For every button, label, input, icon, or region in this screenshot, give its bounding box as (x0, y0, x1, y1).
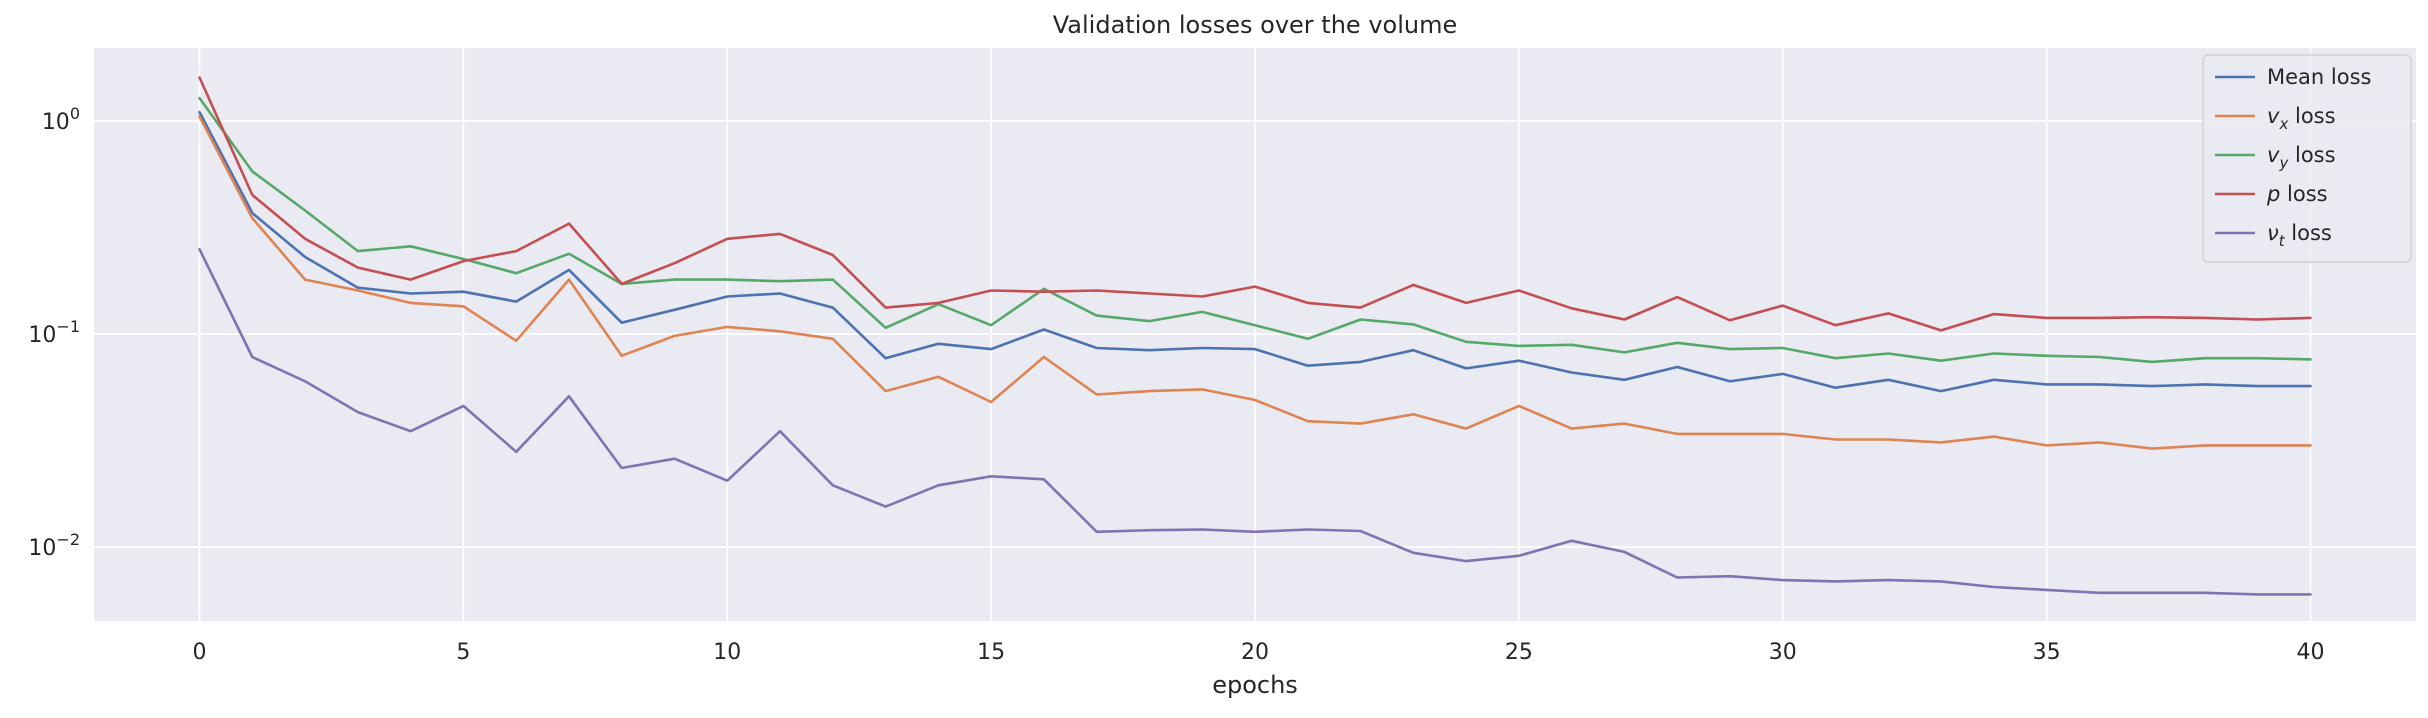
x-tick-label: 25 (1505, 640, 1533, 665)
legend-symbol: v (2267, 104, 2280, 128)
series-line-mean-loss (198, 110, 2312, 393)
legend-subscript: y (2278, 154, 2289, 172)
y-tick-label: 10−2 (28, 530, 80, 561)
x-tick-label: 10 (713, 640, 741, 665)
legend-subscript: t (2279, 232, 2286, 250)
legend-label: νt loss (2267, 221, 2332, 250)
legend-subscript: x (2278, 115, 2288, 133)
x-tick-label: 35 (2033, 640, 2061, 665)
legend-text: loss (2288, 143, 2335, 167)
series-line-nu-t-loss (198, 247, 2312, 596)
legend-label: p loss (2266, 182, 2328, 206)
legend-text: Mean loss (2267, 65, 2371, 89)
legend-symbol: p (2266, 182, 2280, 206)
y-tick-base: 10 (42, 110, 70, 135)
legend-label: vy loss (2267, 143, 2336, 172)
x-tick-label: 30 (1769, 640, 1797, 665)
legend-symbol: v (2267, 143, 2280, 167)
y-tick-exponent: −1 (56, 317, 80, 336)
series-line-p-loss (198, 76, 2312, 332)
x-axis-label: epochs (1212, 671, 1298, 699)
legend-label: vx loss (2267, 104, 2336, 133)
y-tick-label: 10−1 (28, 317, 80, 348)
x-tick-label: 15 (977, 640, 1005, 665)
legend-label: Mean loss (2267, 65, 2371, 89)
legend-text: loss (2288, 104, 2335, 128)
x-tick-label: 5 (456, 640, 470, 665)
y-tick-exponent: 0 (70, 104, 80, 123)
legend-symbol: ν (2267, 221, 2279, 245)
x-tick-label: 40 (2296, 640, 2324, 665)
series-line-v-y-loss (198, 96, 2312, 364)
y-tick-exponent: −2 (56, 530, 80, 549)
chart-title: Validation losses over the volume (1053, 11, 1457, 39)
y-tick-base: 10 (28, 323, 56, 348)
y-tick-base: 10 (28, 536, 56, 561)
x-tick-label: 0 (193, 640, 207, 665)
legend-frame (2202, 54, 2412, 263)
x-tick-label: 20 (1241, 640, 1269, 665)
series-lines (198, 76, 2312, 596)
legend-text: loss (2280, 182, 2327, 206)
series-line-v-x-loss (198, 115, 2312, 450)
legend-text: loss (2285, 221, 2332, 245)
y-tick-label: 100 (42, 104, 80, 135)
